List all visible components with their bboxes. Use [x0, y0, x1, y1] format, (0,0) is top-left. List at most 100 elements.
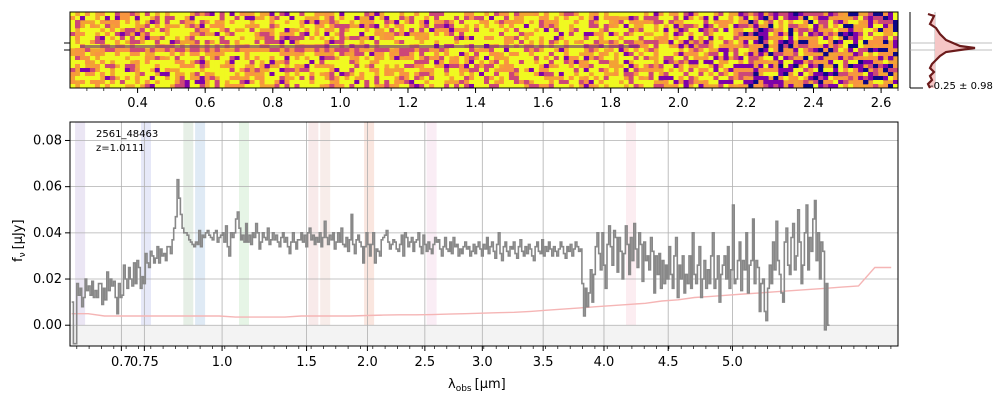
heatmap-cell [124, 76, 131, 81]
heatmap-cell [568, 64, 575, 69]
heatmap-cell [339, 52, 345, 57]
heatmap-cell [773, 52, 779, 57]
heatmap-cell [384, 60, 390, 65]
heatmap-cell [339, 72, 345, 77]
heatmap-cell [324, 16, 330, 21]
heatmap-cell [758, 16, 764, 21]
heatmap-cell [194, 68, 200, 73]
heatmap-cell [553, 80, 560, 85]
heatmap-cell [70, 64, 76, 69]
heatmap-cell [878, 28, 884, 33]
heatmap-cell [434, 24, 440, 29]
heatmap-cell [743, 60, 749, 65]
heatmap-cell [658, 44, 664, 49]
heatmap-cell [548, 52, 555, 57]
heatmap-cell [533, 52, 540, 57]
heatmap-cell [434, 52, 440, 57]
heatmap-cell [578, 20, 585, 25]
heatmap-cell [658, 16, 664, 21]
heatmap-cell [893, 20, 899, 25]
heatmap-cell [743, 44, 749, 49]
heatmap-cell [339, 64, 345, 69]
heatmap-cell [304, 52, 310, 57]
x-tick-label: 1.0 [212, 355, 233, 370]
heatmap-cell [74, 32, 81, 37]
heatmap-cell [119, 48, 126, 53]
heatmap-cell [643, 20, 649, 25]
heatmap-cell [853, 44, 859, 49]
heatmap-cell [668, 60, 674, 65]
heatmap-cell [558, 80, 565, 85]
x-tick-label: 3.5 [533, 355, 554, 370]
heatmap-cell [414, 52, 420, 57]
heatmap-cell [149, 28, 156, 33]
heatmap-cell [429, 20, 435, 25]
heatmap-cell [289, 36, 295, 41]
heatmap-cell [803, 80, 809, 85]
heatmap-cell [733, 32, 739, 37]
heatmap-cell [678, 52, 684, 57]
heatmap-cell [788, 36, 794, 41]
heatmap-cell [294, 24, 300, 29]
heatmap-cell [668, 16, 674, 21]
heatmap-cell [79, 64, 86, 69]
heatmap-cell [718, 80, 724, 85]
heatmap-cells [70, 12, 899, 89]
heatmap-cell [853, 40, 859, 45]
heatmap-cell [419, 16, 425, 21]
heatmap-cell [763, 48, 769, 53]
heatmap-cell [558, 76, 565, 81]
heatmap-cell [833, 80, 839, 85]
heatmap-cell [444, 84, 450, 89]
heatmap-cell [488, 84, 495, 89]
heatmap-cell [523, 80, 530, 85]
heatmap-cell [568, 80, 575, 85]
heatmap-cell [299, 84, 305, 89]
heatmap-cell [513, 28, 520, 33]
heatmap-cell [733, 56, 739, 61]
heatmap-cell [618, 12, 624, 17]
heatmap-cell [244, 56, 250, 61]
heatmap-cell [768, 12, 774, 17]
heatmap-cell [419, 52, 425, 57]
heatmap-cell [568, 12, 575, 17]
heatmap-cell [70, 60, 76, 65]
heatmap-cell [578, 80, 585, 85]
heatmap-cell [738, 24, 744, 29]
heatmap-cell [653, 72, 659, 77]
heatmap-cell [124, 28, 131, 33]
heatmap-cell [379, 20, 385, 25]
heatmap-cell [493, 28, 500, 33]
heatmap-cell [89, 80, 96, 85]
profile-panel: -0.25 ± 0.98 [909, 12, 993, 92]
heatmap-cell [154, 16, 161, 21]
heatmap-cell [314, 80, 320, 85]
heatmap-cell [424, 84, 430, 89]
heatmap-cell [129, 56, 136, 61]
heatmap-cell [618, 52, 624, 57]
heatmap-cell [70, 84, 76, 89]
heatmap-cell [648, 44, 654, 49]
heatmap-cell [728, 24, 734, 29]
heatmap-cell [134, 76, 141, 81]
heatmap-cell [548, 40, 555, 45]
heatmap-cell [194, 56, 200, 61]
heatmap-cell [484, 52, 490, 57]
heatmap-cell [528, 56, 535, 61]
heatmap-cell [234, 84, 240, 89]
heatmap-cell [474, 72, 480, 77]
heatmap-cell [309, 84, 315, 89]
heatmap-cell [833, 60, 839, 65]
heatmap-cell [289, 64, 295, 69]
heatmap-cell [633, 52, 639, 57]
heatmap-cell [109, 20, 116, 25]
heatmap-cell [693, 72, 699, 77]
heatmap-cell [424, 64, 430, 69]
heatmap-cell [718, 20, 724, 25]
heatmap-cell [70, 72, 76, 77]
heatmap-cell [528, 32, 535, 37]
heatmap-cell [99, 24, 106, 29]
heatmap-cell [459, 68, 465, 73]
heatmap-cell [598, 76, 605, 81]
heatmap-cell [239, 80, 245, 85]
